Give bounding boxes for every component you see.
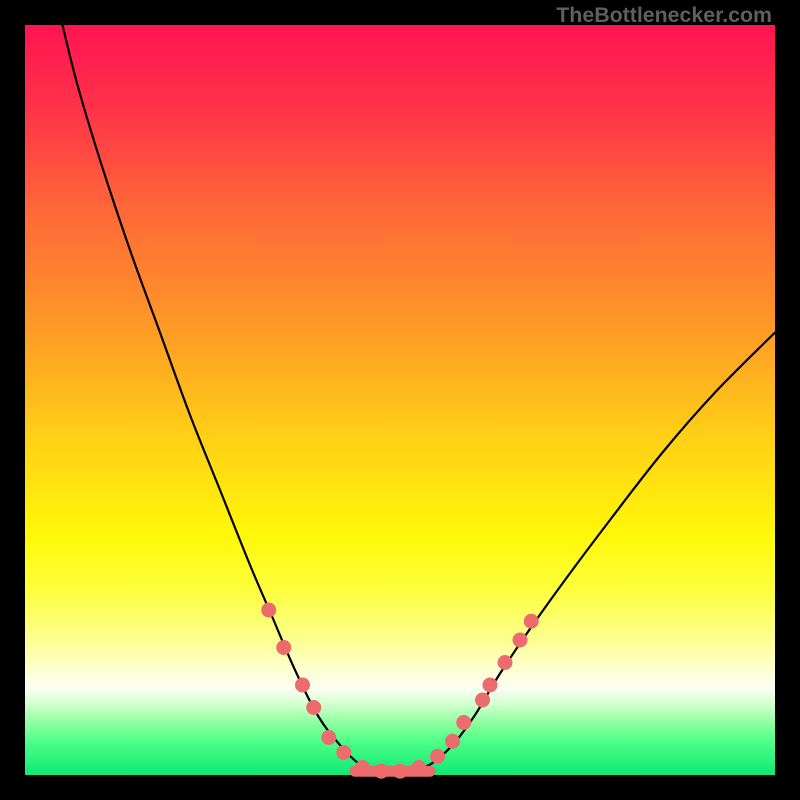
curve-marker	[483, 678, 497, 692]
curve-marker	[296, 678, 310, 692]
bottleneck-curve	[63, 25, 776, 773]
curve-marker	[412, 761, 426, 775]
curve-marker	[322, 731, 336, 745]
curve-marker	[262, 603, 276, 617]
curve-marker	[393, 764, 407, 778]
curve-marker	[431, 749, 445, 763]
curve-marker	[498, 656, 512, 670]
plot-area	[25, 25, 775, 775]
chart-svg	[25, 25, 775, 775]
curve-marker	[457, 716, 471, 730]
curve-marker	[307, 701, 321, 715]
curve-marker	[524, 614, 538, 628]
stage: TheBottlenecker.com	[0, 0, 800, 800]
curve-marker	[337, 746, 351, 760]
curve-marker	[446, 734, 460, 748]
curve-marker	[476, 693, 490, 707]
watermark-text: TheBottlenecker.com	[556, 3, 772, 28]
curve-marker	[356, 761, 370, 775]
curve-marker	[374, 764, 388, 778]
curve-marker	[513, 633, 527, 647]
curve-marker	[277, 641, 291, 655]
